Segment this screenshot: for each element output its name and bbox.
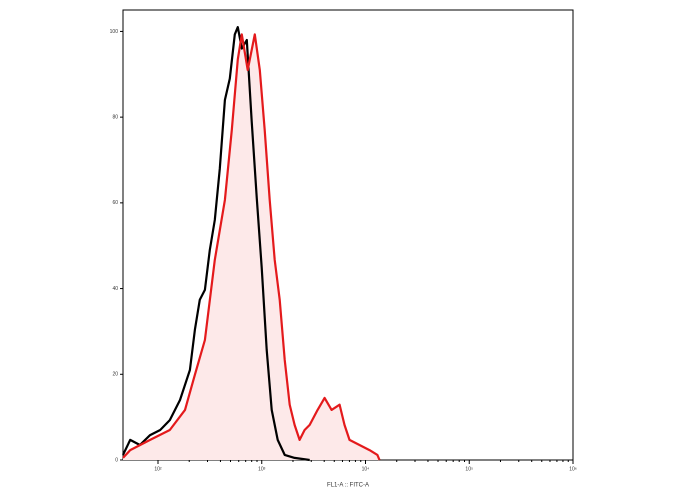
y-tick-label: 80	[112, 114, 118, 120]
y-tick-label: 40	[112, 286, 118, 292]
x-tick-label: 10⁵	[465, 466, 473, 472]
area-fill	[123, 34, 380, 461]
y-tick-label: 20	[112, 372, 118, 378]
x-tick-label: 10²	[154, 466, 162, 472]
y-tick-label: 60	[112, 200, 118, 206]
histogram-line	[122, 26, 310, 462]
histogram-line	[122, 33, 381, 461]
x-tick-label: 10⁴	[362, 466, 370, 472]
x-axis-label: FL1-A :: FITC-A	[327, 483, 369, 489]
y-tick-label: 0	[115, 457, 118, 463]
x-tick-label: 10³	[258, 466, 266, 472]
y-tick-label: 100	[110, 29, 119, 35]
x-tick-label: 10⁶	[569, 466, 577, 472]
